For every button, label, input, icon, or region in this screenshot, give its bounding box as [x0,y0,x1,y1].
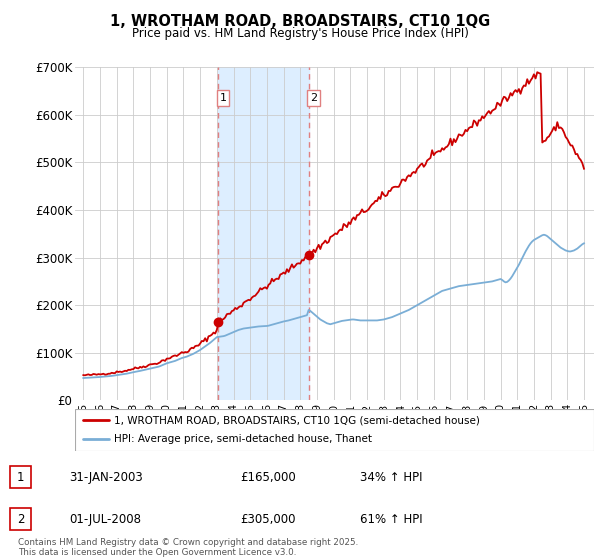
Text: 34% ↑ HPI: 34% ↑ HPI [360,471,422,484]
FancyBboxPatch shape [75,409,594,451]
FancyBboxPatch shape [10,466,31,488]
Text: 01-JUL-2008: 01-JUL-2008 [69,513,141,526]
Text: £165,000: £165,000 [240,471,296,484]
Text: 31-JAN-2003: 31-JAN-2003 [69,471,143,484]
Text: 1: 1 [220,93,227,103]
Text: £305,000: £305,000 [240,513,296,526]
Text: 1, WROTHAM ROAD, BROADSTAIRS, CT10 1QG (semi-detached house): 1, WROTHAM ROAD, BROADSTAIRS, CT10 1QG (… [114,415,480,425]
Text: 2: 2 [310,93,317,103]
Text: Price paid vs. HM Land Registry's House Price Index (HPI): Price paid vs. HM Land Registry's House … [131,27,469,40]
FancyBboxPatch shape [10,508,31,530]
Text: 1: 1 [17,471,24,484]
Text: HPI: Average price, semi-detached house, Thanet: HPI: Average price, semi-detached house,… [114,435,372,445]
Text: 2: 2 [17,513,24,526]
Text: 61% ↑ HPI: 61% ↑ HPI [360,513,422,526]
Text: 1, WROTHAM ROAD, BROADSTAIRS, CT10 1QG: 1, WROTHAM ROAD, BROADSTAIRS, CT10 1QG [110,14,490,29]
Bar [218,67,308,400]
Text: Contains HM Land Registry data © Crown copyright and database right 2025.
This d: Contains HM Land Registry data © Crown c… [18,538,358,557]
